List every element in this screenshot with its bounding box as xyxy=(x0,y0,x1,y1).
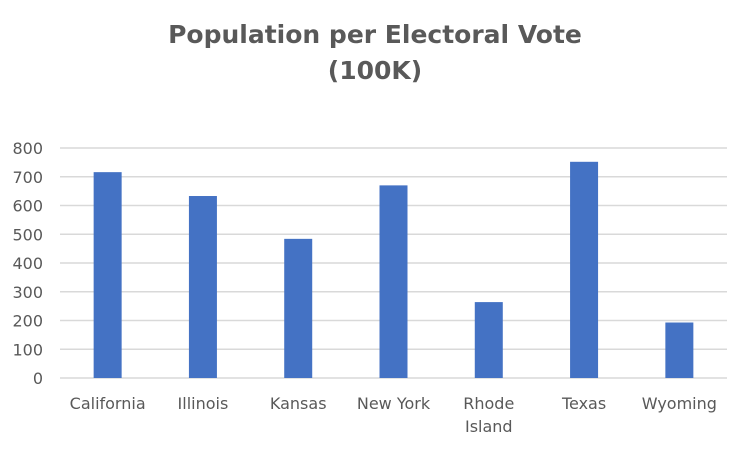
bar-rhode-island xyxy=(474,302,503,378)
y-tick-label: 500 xyxy=(12,225,43,244)
x-tick-label: Wyoming xyxy=(642,394,717,413)
bars xyxy=(93,161,694,378)
x-tick-label: California xyxy=(70,394,146,413)
x-tick-label-line: California xyxy=(70,394,146,413)
bar-illinois xyxy=(188,196,217,378)
y-tick-label: 200 xyxy=(12,312,43,331)
x-tick-label: Rhode Island xyxy=(463,394,514,436)
bar-new-york xyxy=(379,185,408,378)
x-tick-label: Illinois xyxy=(178,394,229,413)
bar-texas xyxy=(570,161,599,378)
y-tick-label: 400 xyxy=(12,254,43,273)
bar-kansas xyxy=(284,238,313,378)
y-tick-label: 100 xyxy=(12,340,43,359)
x-tick-label-line: Texas xyxy=(561,394,606,413)
chart-title: Population per Electoral Vote xyxy=(168,20,582,49)
x-tick-label-line: Wyoming xyxy=(642,394,717,413)
x-tick-label-line: Illinois xyxy=(178,394,229,413)
y-tick-label: 800 xyxy=(12,139,43,158)
y-tick-label: 0 xyxy=(33,369,43,388)
x-tick-label: New York xyxy=(357,394,431,413)
y-axis-ticks: 0 100 200 300 400 500 600 700 800 xyxy=(12,139,43,388)
bar-wyoming xyxy=(665,322,694,378)
y-tick-label: 300 xyxy=(12,283,43,302)
x-tick-label-line: Rhode xyxy=(463,394,514,413)
x-tick-label-line: New York xyxy=(357,394,431,413)
x-tick-label: Kansas xyxy=(270,394,327,413)
bar-california xyxy=(93,172,122,378)
y-tick-label: 700 xyxy=(12,168,43,187)
x-tick-label-line: Kansas xyxy=(270,394,327,413)
chart-subtitle: (100K) xyxy=(327,56,423,85)
x-tick-label-line: Island xyxy=(465,417,513,436)
y-tick-label: 600 xyxy=(12,197,43,216)
x-axis-ticks: California Illinois Kansas New York Rhode Isl… xyxy=(70,394,717,436)
x-tick-label: Texas xyxy=(561,394,606,413)
